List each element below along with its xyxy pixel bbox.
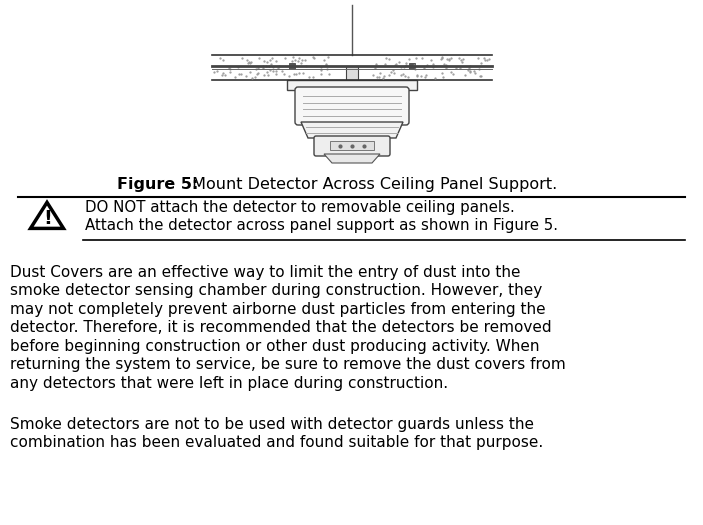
- Text: Mount Detector Across Ceiling Panel Support.: Mount Detector Across Ceiling Panel Supp…: [187, 177, 557, 192]
- Text: Figure 5:: Figure 5:: [117, 177, 198, 192]
- Text: returning the system to service, be sure to remove the dust covers from: returning the system to service, be sure…: [10, 358, 566, 373]
- Text: !: !: [43, 209, 52, 228]
- FancyBboxPatch shape: [287, 80, 417, 90]
- FancyBboxPatch shape: [295, 87, 409, 125]
- Text: smoke detector sensing chamber during construction. However, they: smoke detector sensing chamber during co…: [10, 284, 542, 299]
- Bar: [409, 63, 415, 69]
- FancyBboxPatch shape: [330, 141, 374, 150]
- Text: DO NOT attach the detector to removable ceiling panels.: DO NOT attach the detector to removable …: [85, 200, 515, 215]
- Polygon shape: [30, 203, 63, 228]
- Polygon shape: [301, 122, 403, 138]
- Text: Smoke detectors are not to be used with detector guards unless the: Smoke detectors are not to be used with …: [10, 416, 534, 432]
- Text: Dust Covers are an effective way to limit the entry of dust into the: Dust Covers are an effective way to limi…: [10, 265, 520, 280]
- Text: detector. Therefore, it is recommended that the detectors be removed: detector. Therefore, it is recommended t…: [10, 320, 552, 335]
- Bar: [289, 63, 295, 69]
- Text: may not completely prevent airborne dust particles from entering the: may not completely prevent airborne dust…: [10, 302, 546, 317]
- Text: any detectors that were left in place during construction.: any detectors that were left in place du…: [10, 376, 448, 391]
- Text: Attach the detector across panel support as shown in Figure 5.: Attach the detector across panel support…: [85, 218, 558, 233]
- FancyBboxPatch shape: [346, 66, 358, 84]
- Text: before beginning construction or other dust producing activity. When: before beginning construction or other d…: [10, 339, 539, 354]
- FancyBboxPatch shape: [314, 136, 390, 156]
- Text: combination has been evaluated and found suitable for that purpose.: combination has been evaluated and found…: [10, 435, 543, 450]
- Polygon shape: [324, 154, 380, 163]
